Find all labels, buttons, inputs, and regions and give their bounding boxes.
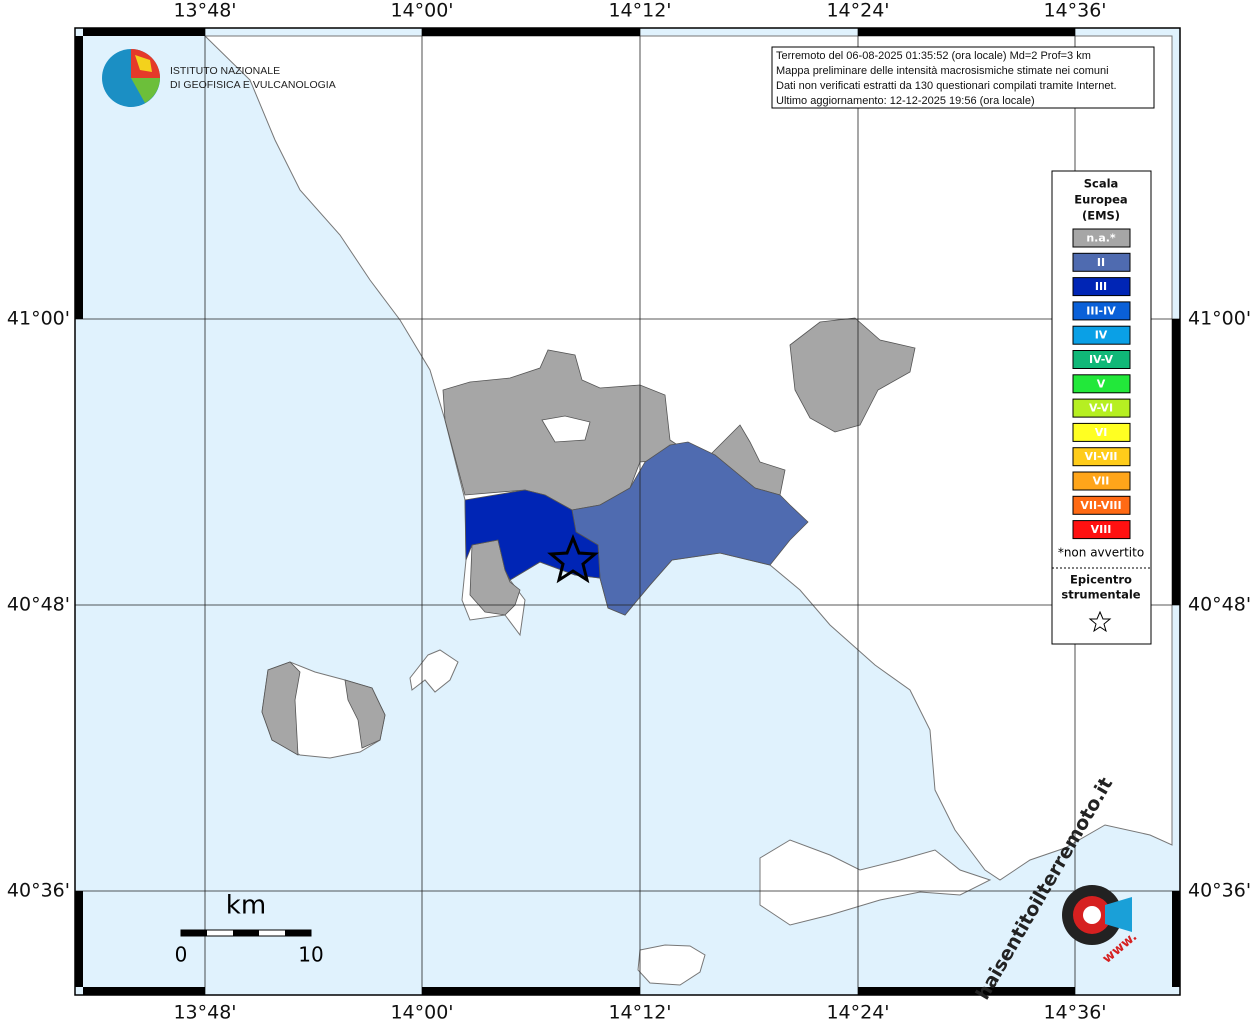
legend-swatch [1072,252,1131,272]
epicentre-star [547,533,599,584]
lon-label: 14°24' [826,0,889,22]
info-line: Terremoto del 06-08-2025 01:35:52 (ora l… [776,50,1091,62]
lat-label: 40°36' [7,880,70,902]
legend-swatch [1072,325,1131,345]
legend-label: V [1097,377,1106,390]
intensity-areas [261,317,916,756]
lat-label: 40°36' [1188,880,1251,902]
legend-title: (EMS) [1082,209,1120,223]
legend-label: IV [1095,329,1108,342]
scale-label: 0 [175,943,188,967]
scale-label: 10 [298,943,323,967]
legend-star [1088,610,1112,633]
legend-label: VIII [1091,523,1112,536]
legend-swatch [1072,277,1131,297]
lon-label: 14°36' [1043,1002,1106,1024]
legend-swatch [1072,228,1131,248]
scale-unit: km [226,891,266,921]
legend-swatch [1072,447,1131,467]
legend-swatch [1072,398,1131,418]
lon-label: 14°36' [1043,0,1106,22]
legend-swatch [1072,520,1131,540]
lat-label: 40°48' [7,594,70,616]
legend-epicentre: strumentale [1061,588,1140,602]
legend-title: Europea [1074,193,1127,207]
lon-label: 14°12' [608,1002,671,1024]
logo-text: DI GEOFISICA E VULCANOLOGIA [170,79,336,91]
legend-title: Scala [1084,177,1119,191]
lon-label: 14°00' [390,0,453,22]
legend-label: VII-VIII [1080,499,1121,512]
legend-label: V-VI [1089,402,1113,415]
legend-label: n.a.* [1086,232,1116,245]
legend-label: II [1097,256,1105,269]
lon-label: 14°12' [608,0,671,22]
coordinate-labels: 13°48' 13°48' 14°00' 14°00' 14°12' 14°12' 14°2… [7,0,1251,1024]
legend-swatch [1072,301,1131,321]
grid [75,28,1180,995]
legend-label: III-IV [1086,304,1116,317]
info-box [771,46,1155,109]
lon-label: 14°00' [390,1002,453,1024]
legend-label: III [1095,280,1107,293]
legend-swatch [1072,350,1131,369]
legend-swatch [1072,374,1131,394]
info-text: Terremoto del 06-08-2025 01:35:52 (ora l… [776,50,1117,107]
info-line: Ultimo aggiornamento: 12-12-2025 19:56 (… [776,95,1035,107]
logo: ISTITUTO NAZIONALE DI GEOFISICA E VULCAN… [102,49,336,107]
legend-swatch [1072,422,1131,442]
legend: ScalaEuropea(EMS)n.a.*IIIIIIII-IVIVIV-VV… [1052,177,1151,633]
lon-label: 13°48' [173,1002,236,1024]
info-line: Dati non verificati estratti da 130 ques… [776,80,1117,92]
legend-swatch [1072,495,1131,515]
legend-note: *non avvertito [1058,546,1144,560]
legend-label: VII [1093,475,1110,488]
lat-label: 40°48' [1188,594,1251,616]
legend-epicentre: Epicentro [1070,573,1132,587]
lon-label: 13°48' [173,0,236,22]
legend-swatch [1072,471,1131,491]
lon-label: 14°24' [826,1002,889,1024]
lat-label: 41°00' [7,308,70,330]
lat-label: 41°00' [1188,308,1251,330]
logo-text: ISTITUTO NAZIONALE [170,65,280,77]
frame [74,27,1181,996]
legend-label: VI [1095,426,1108,439]
info-line: Mappa preliminare delle intensità macros… [776,65,1109,77]
legend-label: VI-VII [1084,450,1117,463]
scale-bar: km 0 10 [175,891,324,967]
legend-label: IV-V [1089,353,1114,366]
